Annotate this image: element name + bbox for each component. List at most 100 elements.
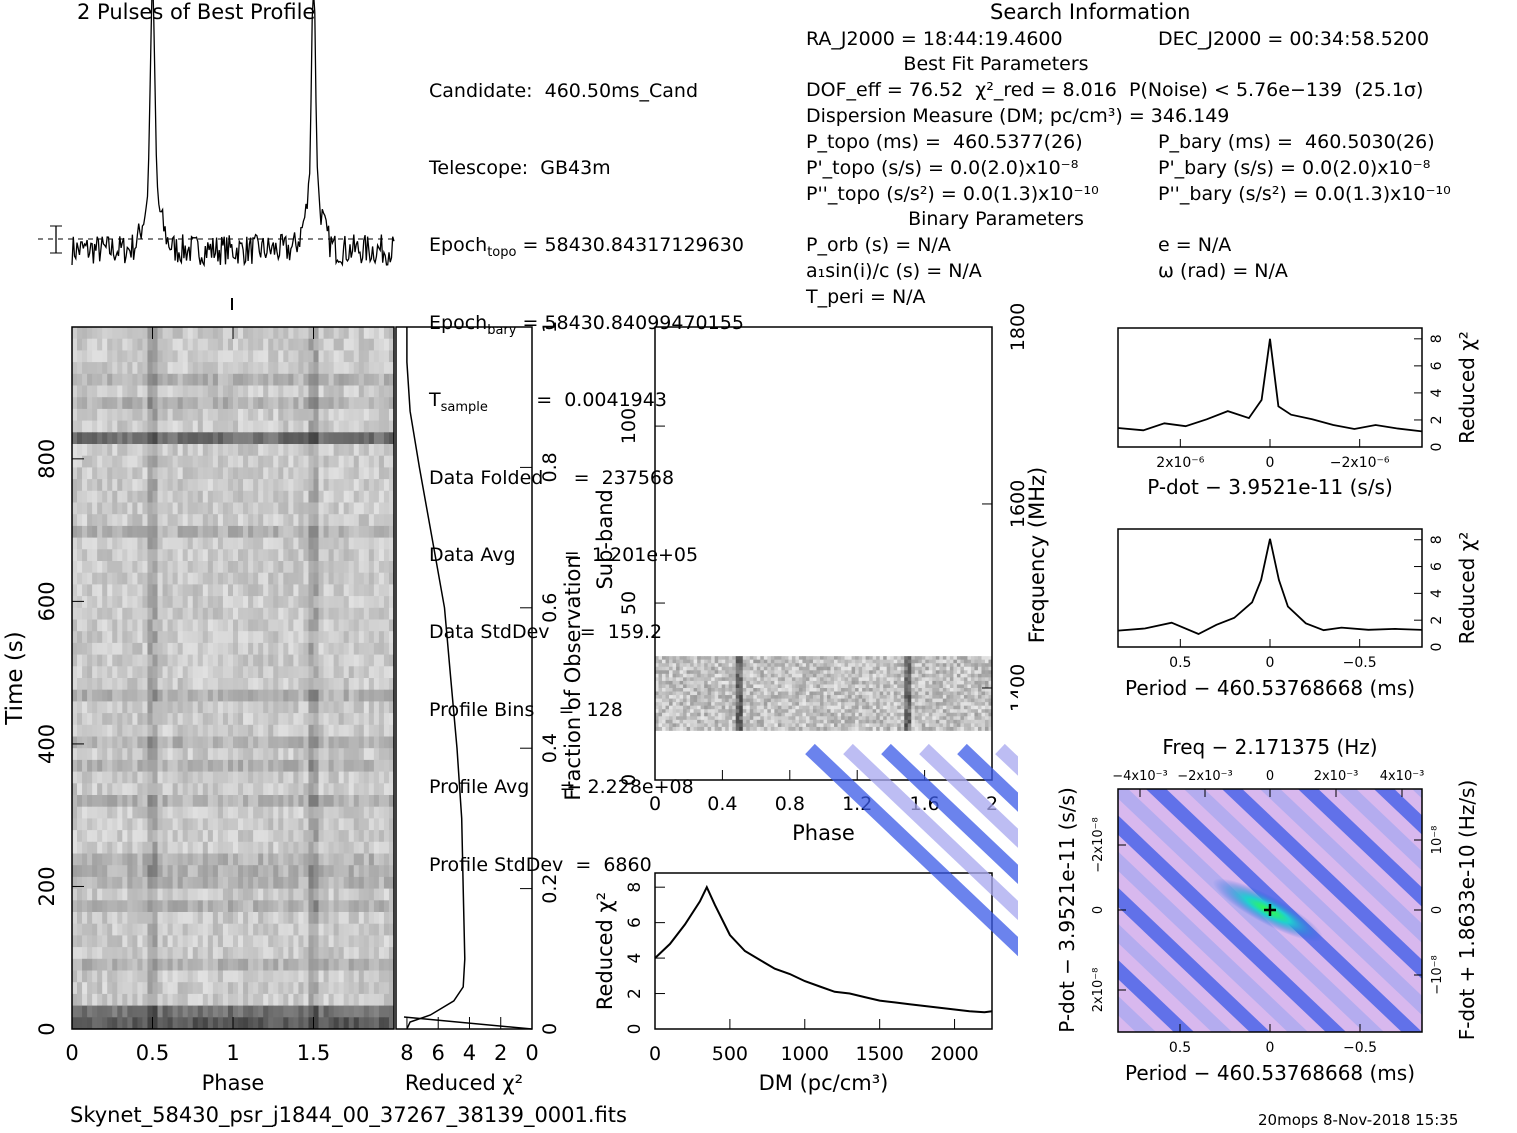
- heatmap-cell: [935, 684, 940, 689]
- heatmap-cell: [746, 670, 751, 675]
- heatmap-cell: [132, 888, 138, 901]
- heatmap-cell: [383, 607, 390, 620]
- heatmap-cell: [233, 982, 239, 995]
- heatmap-cell: [977, 687, 982, 692]
- heatmap-cell: [172, 970, 179, 983]
- heatmap-cell: [333, 818, 340, 831]
- heatmap-cell: [918, 666, 923, 671]
- heatmap-cell: [192, 408, 199, 421]
- heatmap-cell: [373, 830, 380, 843]
- heatmap-cell: [288, 619, 294, 632]
- heatmap-cell: [388, 479, 395, 492]
- heatmap-cell: [373, 467, 380, 480]
- heatmap-cell: [830, 691, 835, 696]
- heatmap-cell: [72, 549, 78, 562]
- heatmap-cell: [182, 678, 189, 691]
- subband-phase-plot: 00.40.81.21.62Phase050100Sub-band1400160…: [593, 303, 1049, 845]
- heatmap-cell: [122, 432, 128, 445]
- heatmap-cell: [268, 338, 274, 351]
- heatmap-cell: [353, 818, 360, 831]
- heatmap-cell: [338, 572, 345, 585]
- heatmap-cell: [273, 584, 279, 597]
- heatmap-cell: [323, 444, 329, 457]
- heatmap-cell: [117, 771, 123, 784]
- heatmap-cell: [273, 631, 279, 644]
- heatmap-cell: [784, 684, 789, 689]
- heatmap-cell: [328, 982, 335, 995]
- heatmap-cell: [655, 670, 659, 675]
- heatmap-cell: [844, 673, 849, 678]
- heatmap-cell: [373, 490, 380, 503]
- heatmap-cell: [283, 771, 289, 784]
- heatmap-cell: [132, 654, 138, 667]
- heatmap-cell: [102, 537, 108, 550]
- heatmap-cell: [227, 444, 234, 457]
- heatmap-cell: [253, 830, 259, 843]
- heatmap-cell: [886, 670, 891, 675]
- heatmap-cell: [273, 701, 279, 714]
- heatmap-cell: [373, 362, 380, 375]
- heatmap-cell: [162, 876, 168, 889]
- heatmap-cell: [353, 525, 360, 538]
- heatmap-cell: [217, 584, 224, 597]
- heatmap-cell: [781, 656, 786, 661]
- heatmap-cell: [102, 619, 108, 632]
- heatmap-cell: [373, 514, 380, 527]
- heatmap-cell: [313, 408, 319, 421]
- heatmap-cell: [167, 490, 174, 503]
- heatmap-cell: [946, 680, 951, 685]
- heatmap-cell: [157, 947, 163, 960]
- heatmap-cell: [258, 759, 264, 772]
- heatmap-cell: [338, 502, 345, 515]
- heatmap-cell: [248, 795, 254, 808]
- heatmap-cell: [770, 670, 775, 675]
- heatmap-cell: [283, 385, 289, 398]
- heatmap-cell: [227, 514, 234, 527]
- heatmap-cell: [781, 663, 786, 668]
- heatmap-cell: [383, 537, 390, 550]
- heatmap-cell: [323, 479, 329, 492]
- dm-field: Dispersion Measure (DM; pc/cm³) = 346.14…: [806, 105, 1230, 127]
- heatmap-cell: [127, 654, 133, 667]
- heatmap-cell: [82, 385, 88, 398]
- heatmap-cell: [921, 659, 926, 664]
- heatmap-cell: [278, 1005, 284, 1018]
- heatmap-cell: [187, 701, 194, 714]
- heatmap-cell: [147, 876, 153, 889]
- heatmap-cell: [72, 642, 78, 655]
- heatmap-cell: [263, 1017, 269, 1030]
- heatmap-cell: [102, 432, 108, 445]
- heatmap-cell: [263, 432, 269, 445]
- heatmap-cell: [358, 783, 365, 796]
- heatmap-cell: [378, 912, 385, 925]
- heatmap-cell: [288, 865, 294, 878]
- heatmap-cell: [956, 656, 961, 661]
- heatmap-cell: [152, 736, 158, 749]
- heatmap-cell: [243, 759, 249, 772]
- heatmap-cell: [157, 724, 163, 737]
- heatmap-cell: [233, 502, 239, 515]
- heatmap-cell: [288, 806, 294, 819]
- heatmap-cell: [278, 666, 284, 679]
- heatmap-cell: [774, 684, 779, 689]
- heatmap-cell: [122, 678, 128, 691]
- heatmap-cell: [900, 673, 905, 678]
- heatmap-cell: [132, 373, 138, 386]
- heatmap-cell: [900, 677, 905, 682]
- heatmap-cell: [77, 642, 83, 655]
- heatmap-cell: [238, 900, 244, 913]
- heatmap-cell: [353, 1017, 360, 1030]
- heatmap-cell: [147, 865, 153, 878]
- heatmap-cell: [777, 687, 782, 692]
- heatmap-cell: [268, 490, 274, 503]
- heatmap-cell: [676, 670, 680, 675]
- heatmap-cell: [172, 853, 179, 866]
- heatmap-cell: [303, 666, 309, 679]
- heatmap-cell: [918, 691, 923, 696]
- heatmap-cell: [981, 670, 986, 675]
- heatmap-cell: [893, 680, 898, 685]
- heatmap-cell: [886, 691, 891, 696]
- heatmap-cell: [248, 759, 254, 772]
- heatmap-cell: [92, 1017, 98, 1030]
- heatmap-cell: [283, 455, 289, 468]
